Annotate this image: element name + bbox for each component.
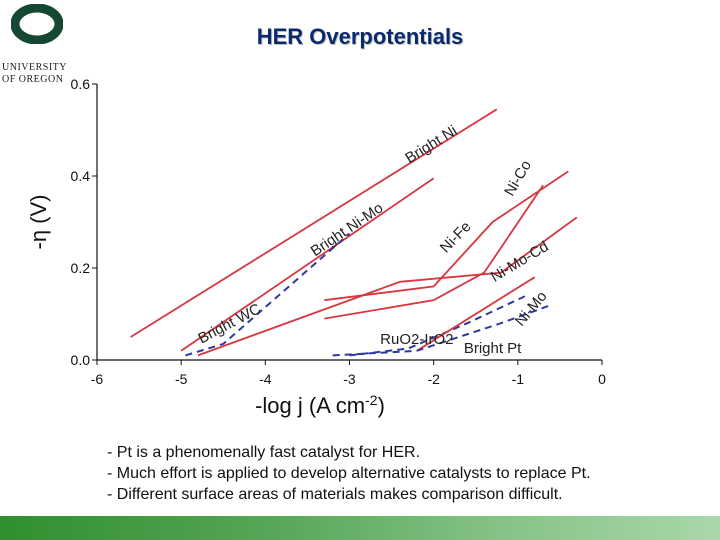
series-line-bright-ni-mo (180, 177, 435, 352)
series-label: Ni-Mo-Cd (488, 238, 552, 286)
series-line-ni-mo (416, 276, 536, 352)
x-axis-title-sup: -2 (365, 392, 378, 408)
series-line-bright-pt (332, 303, 552, 357)
bullet-1: - Pt is a phenomenally fast catalyst for… (107, 444, 421, 461)
logo-line-1: UNIVERSITY (2, 62, 67, 73)
series-label: Bright Ni (402, 122, 460, 167)
x-tick-label: -5 (175, 371, 188, 387)
series-label: Bright Pt (464, 340, 522, 357)
slide-title: HER Overpotentials (256, 24, 464, 49)
x-tick-label: -2 (427, 371, 440, 387)
university-logo: UNIVERSITY OF OREGON (0, 0, 80, 92)
series-line-ni-fe (324, 184, 544, 320)
x-axis-title-close: ) (378, 393, 385, 418)
y-tick-label: 0.6 (71, 76, 91, 92)
logo-line-2: OF OREGON (2, 74, 64, 85)
footer-bar (0, 516, 720, 540)
y-tick-label: 0.0 (71, 352, 91, 368)
chart-series (130, 108, 578, 357)
her-overpotential-chart: -6 -5 -4 -3 -2 -1 0 0.0 0.2 0.4 0.6 Bright Ni Ni-Co… (26, 76, 607, 418)
x-tick-label: -6 (91, 371, 104, 387)
logo-text: UNIVERSITY OF OREGON (2, 62, 80, 86)
series-line-ni-co (324, 170, 569, 302)
chart-axes: -6 -5 -4 -3 -2 -1 0 0.0 0.2 0.4 0.6 (71, 76, 607, 387)
series-label: Bright WC (195, 300, 263, 347)
series-label: RuO2-IrO2 (380, 331, 453, 348)
y-tick-label: 0.2 (71, 260, 91, 276)
y-axis-title: -η (V) (26, 195, 51, 250)
series-line-bright-wc (185, 232, 351, 357)
series-line-ni-mo-cd (197, 216, 578, 357)
series-label: Ni-Mo (512, 288, 551, 330)
series-label: Ni-Fe (437, 218, 475, 256)
oregon-o-icon (11, 4, 63, 44)
chart-annotations: Bright Ni Ni-Co Bright Ni-Mo Ni-Fe Ni-Mo-Cd B… (195, 122, 551, 357)
series-line-bright-ni (130, 108, 498, 338)
bullet-2: - Much effort is applied to develop alte… (107, 465, 591, 482)
x-tick-label: -1 (512, 371, 525, 387)
x-tick-label: -3 (343, 371, 356, 387)
series-label: Bright Ni-Mo (308, 199, 387, 260)
x-axis-title-main: -log j (A cm (255, 393, 365, 418)
bullet-3: - Different surface areas of materials m… (107, 486, 563, 503)
x-axis-title: -log j (A cm-2) (255, 392, 385, 418)
x-tick-label: -4 (259, 371, 272, 387)
x-tick-label: 0 (598, 371, 606, 387)
series-label: Ni-Co (501, 157, 535, 199)
series-line-ruo2-iro2 (349, 294, 527, 357)
y-tick-label: 0.4 (71, 168, 91, 184)
bullet-list: - Pt is a phenomenally fast catalyst for… (107, 442, 707, 505)
